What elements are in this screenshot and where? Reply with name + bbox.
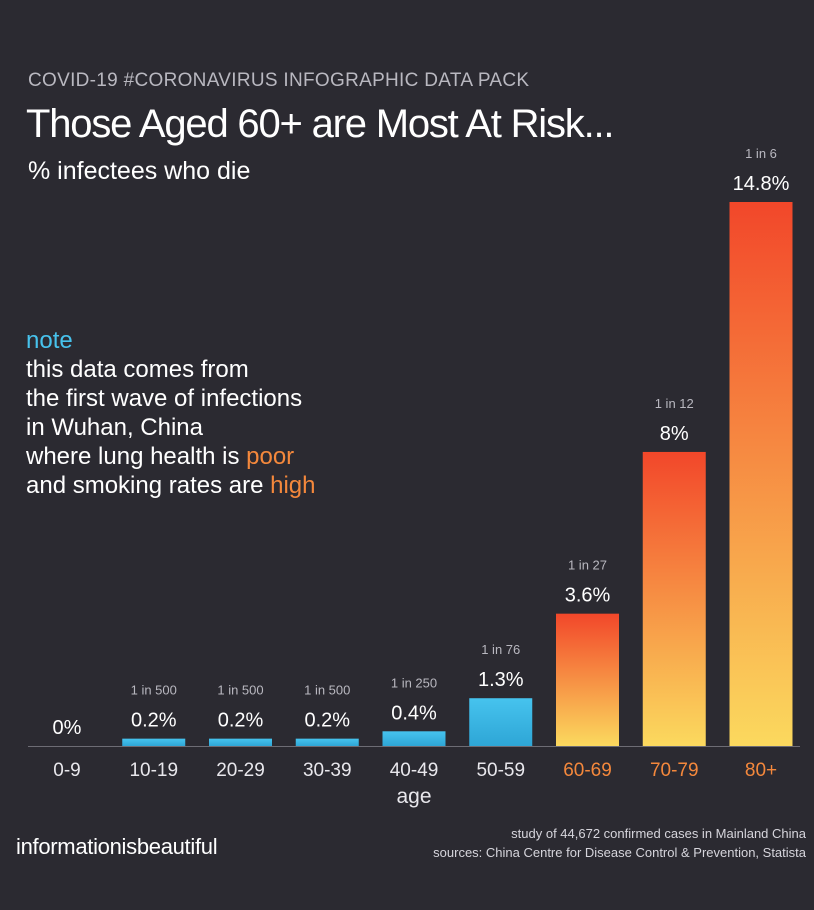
value-label: 0.2% — [218, 710, 264, 732]
x-tick-label: 70-79 — [650, 760, 699, 781]
bar-70-79 — [642, 451, 706, 746]
value-label: 0% — [53, 717, 82, 739]
bar-80+ — [729, 202, 793, 746]
note-line: in Wuhan, China — [26, 414, 203, 441]
value-label: 1.3% — [478, 669, 524, 691]
ratio-label: 1 in 12 — [655, 396, 694, 411]
note-block: note this data comes from the first wave… — [26, 326, 316, 500]
bar-30-39 — [295, 738, 359, 746]
x-tick-label: 30-39 — [303, 760, 352, 781]
bar-10-19 — [122, 738, 186, 746]
x-tick-label: 50-59 — [476, 760, 525, 781]
sources-note: sources: China Centre for Disease Contro… — [433, 845, 806, 860]
note-line: the first wave of infections — [26, 385, 303, 412]
bar-50-59 — [469, 698, 533, 746]
sources-block: study of 44,672 confirmed cases in Mainl… — [433, 824, 806, 862]
note-heading: note — [26, 327, 73, 354]
bar-40-49 — [382, 731, 446, 746]
note-line: this data comes from — [26, 356, 249, 383]
brand-logo-text: informationisbeautiful — [16, 834, 218, 859]
chart-subtitle: % infectees who die — [28, 157, 251, 185]
ratio-label: 1 in 76 — [481, 642, 520, 657]
x-tick-label: 0-9 — [53, 760, 80, 781]
value-label: 0.2% — [131, 710, 177, 732]
value-label: 14.8% — [733, 173, 790, 195]
x-tick-label: 40-49 — [390, 760, 439, 781]
ratio-label: 1 in 27 — [568, 558, 607, 573]
value-label: 8% — [660, 423, 689, 445]
note-highlight-high: high — [270, 472, 316, 499]
x-tick-label: 80+ — [745, 760, 777, 781]
ratio-label: 1 in 250 — [391, 675, 437, 690]
ratio-label: 1 in 500 — [304, 683, 350, 698]
ratio-label: 1 in 500 — [131, 683, 177, 698]
chart-title: Those Aged 60+ are Most At Risk... — [26, 102, 615, 146]
x-tick-label: 60-69 — [563, 760, 612, 781]
x-axis-label: age — [396, 785, 431, 808]
ratio-label: 1 in 500 — [217, 683, 263, 698]
bar-60-69 — [556, 613, 619, 746]
note-text: where lung health is — [26, 443, 247, 470]
note-line: where lung health is poor — [26, 442, 316, 471]
study-note: study of 44,672 confirmed cases in Mainl… — [511, 826, 806, 841]
value-label: 0.2% — [304, 710, 350, 732]
x-tick-label: 20-29 — [216, 760, 265, 781]
value-label: 3.6% — [565, 585, 611, 607]
note-text: and smoking rates are — [26, 472, 271, 499]
x-tick-label: 10-19 — [129, 760, 178, 781]
bar-20-29 — [209, 738, 272, 746]
kicker-text: COVID-19 #CORONAVIRUS INFOGRAPHIC DATA P… — [28, 70, 530, 91]
ratio-label: 1 in 6 — [745, 146, 777, 161]
value-label: 0.4% — [391, 702, 437, 724]
note-line: and smoking rates are high — [26, 471, 316, 500]
note-highlight-poor: poor — [246, 443, 295, 470]
